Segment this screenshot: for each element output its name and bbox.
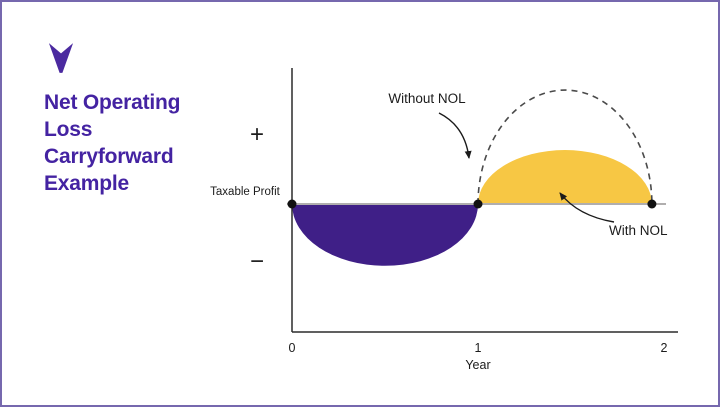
- y-axis-zero-label: Taxable Profit: [210, 186, 280, 198]
- y-axis-plus-label: +: [249, 121, 264, 148]
- zero-line-dot: [287, 199, 297, 209]
- annotation-arrow: [438, 112, 472, 159]
- series-area-1: [478, 150, 652, 204]
- down-arrow-icon: [48, 43, 74, 73]
- y-axis-minus-label: −: [249, 248, 264, 275]
- zero-line-dot: [473, 199, 483, 209]
- annotation-label: With NOL: [609, 223, 668, 238]
- annotation-arrow: [559, 192, 615, 223]
- x-tick-label: 2: [660, 341, 668, 355]
- x-tick-label: 0: [288, 341, 296, 355]
- brand-down-arrow-logo: [48, 43, 74, 73]
- chart-title: Net Operating Loss Carryforward Example: [44, 91, 181, 195]
- annotation-label: Without NOL: [388, 91, 466, 106]
- x-axis-title: Year: [465, 358, 491, 372]
- zero-line-dot: [647, 199, 657, 209]
- series-area-0: [292, 204, 478, 266]
- series-dashed-arc-2: [477, 89, 653, 205]
- x-tick-label: 1: [474, 341, 482, 355]
